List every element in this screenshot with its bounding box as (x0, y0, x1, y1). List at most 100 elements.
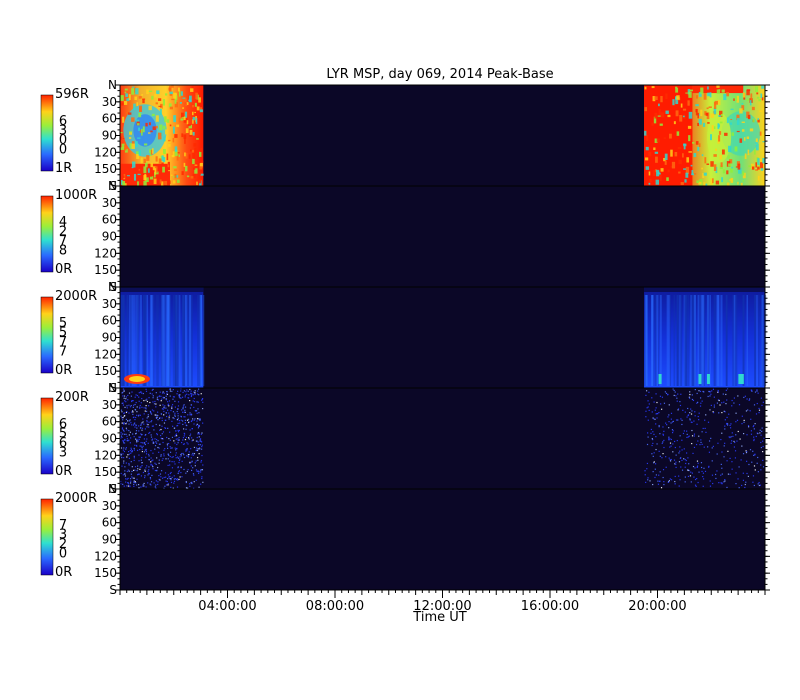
intensity-pixel (148, 466, 150, 468)
intensity-pixel (708, 440, 711, 442)
intensity-pixel (141, 397, 143, 400)
intensity-pixel (150, 463, 152, 465)
intensity-pixel (178, 394, 180, 396)
intensity-pixel (189, 134, 193, 137)
intensity-pixel (126, 405, 128, 407)
intensity-pixel (151, 420, 153, 422)
intensity-pixel (187, 390, 189, 392)
intensity-pixel (746, 434, 748, 436)
intensity-pixel (148, 455, 150, 457)
intensity-pixel (179, 458, 181, 460)
intensity-pixel (162, 438, 164, 440)
intensity-streak (189, 295, 192, 386)
intensity-pixel (746, 89, 751, 92)
intensity-pixel (716, 470, 718, 472)
intensity-pixel (185, 391, 187, 393)
intensity-pixel (745, 410, 748, 412)
intensity-pixel (133, 416, 135, 418)
intensity-pixel (753, 428, 755, 430)
intensity-pixel (653, 462, 655, 464)
intensity-pixel (130, 473, 132, 475)
intensity-streak (160, 295, 163, 386)
intensity-pixel (190, 404, 193, 406)
intensity-pixel (136, 154, 140, 159)
intensity-pixel (684, 476, 686, 478)
intensity-pixel (700, 109, 703, 117)
intensity-pixel (140, 402, 142, 404)
intensity-pixel (140, 475, 143, 477)
intensity-pixel (762, 466, 765, 468)
intensity-pixel (171, 447, 173, 449)
intensity-pixel (161, 477, 164, 479)
colorbar-min-label: 0R (55, 464, 72, 479)
intensity-pixel (122, 453, 124, 455)
intensity-pixel (138, 425, 140, 427)
intensity-pixel (186, 470, 188, 473)
intensity-pixel (739, 138, 743, 143)
intensity-pixel (191, 461, 193, 463)
intensity-pixel (159, 124, 163, 131)
intensity-pixel (145, 388, 147, 390)
intensity-streak (761, 295, 764, 386)
intensity-pixel (155, 392, 157, 394)
intensity-pixel (173, 166, 177, 169)
intensity-pixel (173, 417, 175, 420)
intensity-pixel (713, 107, 717, 115)
intensity-pixel (176, 419, 179, 421)
intensity-pixel (190, 465, 192, 467)
intensity-pixel (128, 423, 130, 425)
intensity-pixel (180, 467, 182, 469)
intensity-pixel (135, 416, 137, 419)
intensity-pixel (168, 103, 172, 108)
intensity-pixel (150, 130, 153, 133)
colorbar (40, 498, 54, 576)
intensity-pixel (717, 399, 720, 401)
intensity-pixel (130, 422, 132, 424)
intensity-pixel (195, 113, 198, 116)
intensity-pixel (171, 405, 173, 407)
y-tick-label: 60 (102, 516, 117, 530)
intensity-pixel (201, 398, 204, 400)
intensity-pixel (155, 403, 157, 405)
intensity-pixel (172, 180, 176, 184)
intensity-pixel (679, 435, 681, 437)
intensity-pixel (190, 448, 192, 450)
y-tick-label: 60 (102, 112, 117, 126)
intensity-pixel (139, 448, 141, 451)
intensity-pixel (651, 444, 653, 447)
intensity-pixel (723, 410, 725, 412)
intensity-pixel (192, 394, 194, 396)
intensity-pixel (647, 432, 649, 434)
intensity-pixel (703, 467, 705, 469)
intensity-pixel (197, 448, 199, 450)
intensity-pixel (644, 474, 646, 476)
intensity-pixel (688, 435, 690, 437)
intensity-pixel (715, 180, 720, 185)
intensity-pixel (150, 436, 153, 438)
intensity-pixel (721, 483, 723, 485)
intensity-pixel (729, 473, 731, 475)
colorbar-min-label: 0R (55, 565, 72, 580)
intensity-pixel (751, 106, 755, 111)
intensity-pixel (167, 427, 169, 429)
colorbar (40, 296, 54, 374)
intensity-pixel (173, 440, 175, 442)
intensity-pixel (688, 91, 692, 98)
intensity-pixel (677, 146, 682, 150)
intensity-pixel (708, 451, 711, 453)
intensity-pixel (729, 424, 731, 427)
intensity-pixel (679, 450, 681, 452)
intensity-pixel (182, 423, 184, 426)
intensity-pixel (174, 169, 178, 171)
intensity-pixel (123, 412, 125, 414)
intensity-pixel (703, 172, 707, 176)
intensity-pixel (156, 396, 159, 398)
intensity-pixel (720, 162, 723, 168)
intensity-pixel (201, 477, 203, 480)
intensity-pixel (129, 406, 132, 408)
intensity-pixel (146, 398, 148, 400)
intensity-streak (685, 295, 688, 386)
intensity-pixel (159, 479, 161, 481)
intensity-streak (123, 295, 125, 386)
intensity-pixel (196, 106, 200, 111)
